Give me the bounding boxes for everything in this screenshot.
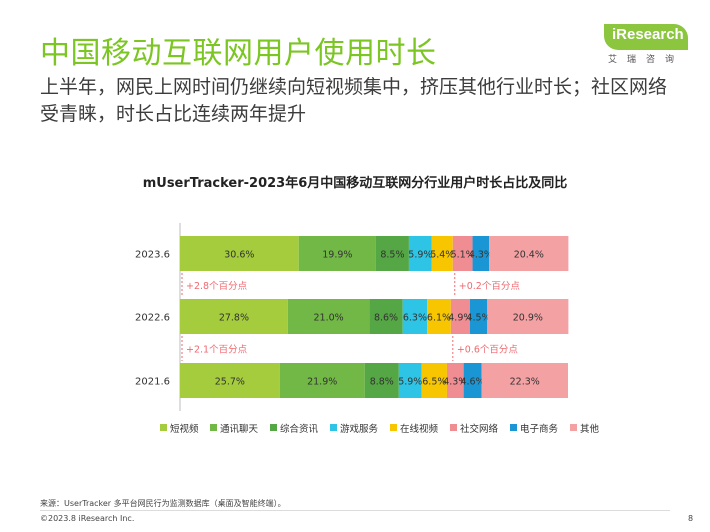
bar-segment-2021.6-e585b6e4bb96 [481, 363, 568, 398]
data-label-2022.6-e794b5e5ad90e59586e58aa1: 4.5% [466, 313, 490, 324]
data-label-2023.6-e794b5e5ad90e59586e58aa1: 4.3% [469, 250, 493, 261]
annotation-label-0: +2.8个百分点 [186, 281, 248, 292]
legend-swatch-e79fade8a786e9a291 [160, 424, 167, 431]
copyright: ©2023.8 iResearch Inc. [40, 514, 135, 523]
bar-segment-2022.6-e79fade8a786e9a291 [180, 299, 288, 334]
bar-segment-2021.6-e7bbbce59088e8b584e8aeaf [364, 363, 399, 398]
legend-swatch-e7a4bee4baa4e7bd91e7bb9c [450, 424, 457, 431]
chart-title: mUserTracker-2023年6月中国移动互联网分行业用户时长占比及同比 [142, 176, 568, 191]
data-label-2022.6-e79fade8a786e9a291: 27.8% [219, 313, 249, 324]
legend-swatch-e9809ae8aeafe8818ae5a4a9 [210, 424, 217, 431]
iresearch-logo: iResearch 艾瑞咨询 [604, 24, 688, 66]
legend-label-e59ca8e7babfe8a786e9a291: 在线视频 [400, 423, 439, 435]
bar-segment-2023.6-e585b6e4bb96 [489, 236, 569, 271]
page-title: 中国移动互联网用户使用时长 [40, 36, 437, 71]
annotation-label-1: +0.2个百分点 [459, 281, 521, 292]
bar-segment-2023.6-e7a4bee4baa4e7bd91e7bb9c [452, 236, 473, 271]
data-label-2022.6-e7bbbce59088e8b584e8aeaf: 8.6% [374, 313, 398, 324]
stacked-bar-chart: 2023.6 30.6% 19.9% 8.5% 5.9%5.4%5.1%4.3% 20.4… [135, 223, 600, 435]
bar-segment-2021.6-e59ca8e7babfe8a786e9a291 [421, 363, 447, 398]
data-label-2022.6-e7a4bee4baa4e7bd91e7bb9c: 4.9% [448, 313, 472, 324]
data-label-2022.6-e9809ae8aeafe8818ae5a4a9: 21.0% [314, 313, 344, 324]
bar-segment-2021.6-e9809ae8aeafe8818ae5a4a9 [279, 363, 365, 398]
bar-segment-2021.6-e79fade8a786e9a291 [180, 363, 280, 398]
bar-segment-2023.6-e59ca8e7babfe8a786e9a291 [431, 236, 453, 271]
data-label-2023.6-e585b6e4bb96: 20.4% [514, 250, 544, 261]
data-label-2023.6-e9809ae8aeafe8818ae5a4a9: 19.9% [322, 250, 352, 261]
legend-swatch-e7bbbce59088e8b584e8aeaf [270, 424, 277, 431]
data-label-2021.6-e59ca8e7babfe8a786e9a291: 6.5% [422, 377, 446, 388]
data-label-2021.6-e794b5e5ad90e59586e58aa1: 4.6% [460, 377, 484, 388]
data-label-2022.6-e59ca8e7babfe8a786e9a291: 6.1% [427, 313, 451, 324]
legend-label-e7bbbce59088e8b584e8aeaf: 综合资讯 [280, 423, 319, 435]
legend-label-e9809ae8aeafe8818ae5a4a9: 通讯聊天 [220, 423, 259, 435]
legend-swatch-e585b6e4bb96 [570, 424, 577, 431]
logo-badge [604, 24, 688, 50]
data-label-2022.6-e585b6e4bb96: 20.9% [513, 313, 543, 324]
category-label-2023.6: 2023.6 [135, 250, 170, 261]
page-number: 8 [688, 514, 694, 523]
bar-segment-2021.6-e6b8b8e6888fe69c8de58aa1 [398, 363, 422, 398]
data-label-2021.6-e585b6e4bb96: 22.3% [510, 377, 540, 388]
footer-divider [40, 510, 670, 511]
legend-swatch-e6b8b8e6888fe69c8de58aa1 [330, 424, 337, 431]
legend-swatch-e794b5e5ad90e59586e58aa1 [510, 424, 517, 431]
logo-cn-text: 艾瑞咨询 [608, 55, 685, 65]
bar-segment-2022.6-e7a4bee4baa4e7bd91e7bb9c [450, 299, 470, 334]
bar-segment-2023.6-e9809ae8aeafe8818ae5a4a9 [298, 236, 376, 271]
bar-segment-2021.6-e794b5e5ad90e59586e58aa1 [463, 363, 482, 398]
data-label-2021.6-e7a4bee4baa4e7bd91e7bb9c: 4.3% [443, 377, 467, 388]
legend-label-e6b8b8e6888fe69c8de58aa1: 游戏服务 [340, 423, 379, 435]
bar-segment-2023.6-e6b8b8e6888fe69c8de58aa1 [408, 236, 432, 271]
data-label-2023.6-e7a4bee4baa4e7bd91e7bb9c: 5.1% [451, 250, 475, 261]
data-label-2023.6-e79fade8a786e9a291: 30.6% [224, 250, 254, 261]
bar-segment-2021.6-e7a4bee4baa4e7bd91e7bb9c [446, 363, 464, 398]
data-label-2021.6-e7bbbce59088e8b584e8aeaf: 8.8% [370, 377, 394, 388]
legend-swatch-e59ca8e7babfe8a786e9a291 [390, 424, 397, 431]
legend-label-e79fade8a786e9a291: 短视频 [170, 423, 199, 435]
bar-segment-2023.6-e79fade8a786e9a291 [180, 236, 299, 271]
legend-label-e794b5e5ad90e59586e58aa1: 电子商务 [520, 423, 559, 435]
bar-segment-2023.6-e794b5e5ad90e59586e58aa1 [472, 236, 490, 271]
data-label-2022.6-e6b8b8e6888fe69c8de58aa1: 6.3% [403, 313, 427, 324]
bar-segment-2022.6-e59ca8e7babfe8a786e9a291 [427, 299, 451, 334]
data-label-2023.6-e7bbbce59088e8b584e8aeaf: 8.5% [380, 250, 404, 261]
data-label-2023.6-e6b8b8e6888fe69c8de58aa1: 5.9% [408, 250, 432, 261]
bar-segment-2023.6-e7bbbce59088e8b584e8aeaf [375, 236, 409, 271]
category-label-2021.6: 2021.6 [135, 377, 170, 388]
source-note: 来源：UserTracker 多平台网民行为监测数据库（桌面及智能终端）。 [40, 499, 286, 508]
data-label-2021.6-e79fade8a786e9a291: 25.7% [215, 377, 245, 388]
bar-segment-2022.6-e585b6e4bb96 [487, 299, 569, 334]
annotation-label-3: +0.6个百分点 [457, 345, 519, 356]
data-label-2021.6-e9809ae8aeafe8818ae5a4a9: 21.9% [307, 377, 337, 388]
data-label-2023.6-e59ca8e7babfe8a786e9a291: 5.4% [430, 250, 454, 261]
logo-text: iResearch [612, 26, 684, 43]
bar-segment-2022.6-e7bbbce59088e8b584e8aeaf [369, 299, 403, 334]
category-label-2022.6: 2022.6 [135, 313, 170, 324]
page-subtitle: 上半年，网民上网时间仍继续向短视频集中，挤压其他行业时长；社区网络受青睐，时长占… [40, 76, 668, 125]
data-label-2021.6-e6b8b8e6888fe69c8de58aa1: 5.9% [398, 377, 422, 388]
bar-segment-2022.6-e9809ae8aeafe8818ae5a4a9 [287, 299, 370, 334]
legend-label-e7a4bee4baa4e7bd91e7bb9c: 社交网络 [460, 423, 499, 435]
annotation-label-2: +2.1个百分点 [186, 345, 248, 356]
bar-segment-2022.6-e6b8b8e6888fe69c8de58aa1 [402, 299, 428, 334]
bar-segment-2022.6-e794b5e5ad90e59586e58aa1 [469, 299, 488, 334]
legend-label-e585b6e4bb96: 其他 [580, 423, 600, 435]
